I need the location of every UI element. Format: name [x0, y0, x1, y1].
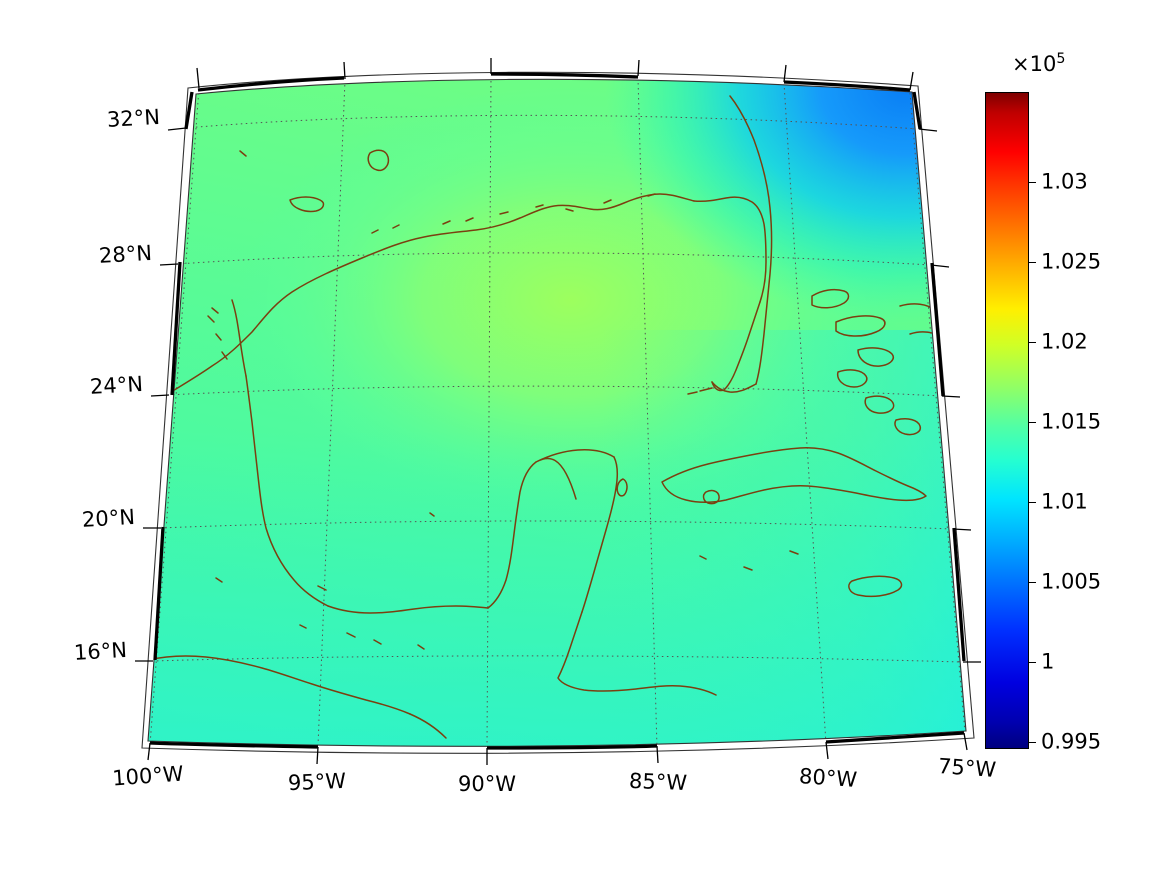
colorbar-tick-mark — [1029, 742, 1036, 743]
colorbar-offset-mantissa: ×10 — [1012, 52, 1057, 76]
colorbar-tick-mark — [1029, 502, 1036, 503]
colorbar-tick-mark — [1029, 342, 1036, 343]
colorbar-tick-label-1-015: 1.015 — [1041, 409, 1102, 434]
colorbar-offset-text: ×105 — [1012, 52, 1065, 75]
colorbar-tick-label-1-02: 1.02 — [1041, 329, 1088, 354]
colorbar-tick-label-1-005: 1.005 — [1041, 569, 1102, 594]
lon-tick-label-90W: 90°W — [458, 772, 516, 796]
map-frame — [135, 58, 981, 765]
colorbar[interactable]: 1.03 1.025 1.02 1.015 1.01 1.005 1 0.995 — [985, 92, 1101, 752]
colorbar-tick-mark — [1029, 262, 1036, 263]
colorbar-tick-label-0-995: 0.995 — [1041, 729, 1102, 754]
colorbar-gradient — [985, 92, 1029, 749]
graticule — [149, 79, 966, 747]
colorbar-tick-label-1-025: 1.025 — [1041, 249, 1102, 274]
colorbar-tick-mark — [1029, 582, 1036, 583]
colorbar-tick-mark — [1029, 182, 1036, 183]
colorbar-tick-label-1-03: 1.03 — [1041, 169, 1088, 194]
colorbar-tick-label-1: 1 — [1041, 649, 1055, 674]
colorbar-tick-mark — [1029, 662, 1036, 663]
colorbar-tick-label-1-01: 1.01 — [1041, 489, 1088, 514]
coastlines — [148, 95, 941, 739]
colorbar-offset-exponent: 5 — [1056, 51, 1066, 67]
colorbar-tick-mark — [1029, 422, 1036, 423]
